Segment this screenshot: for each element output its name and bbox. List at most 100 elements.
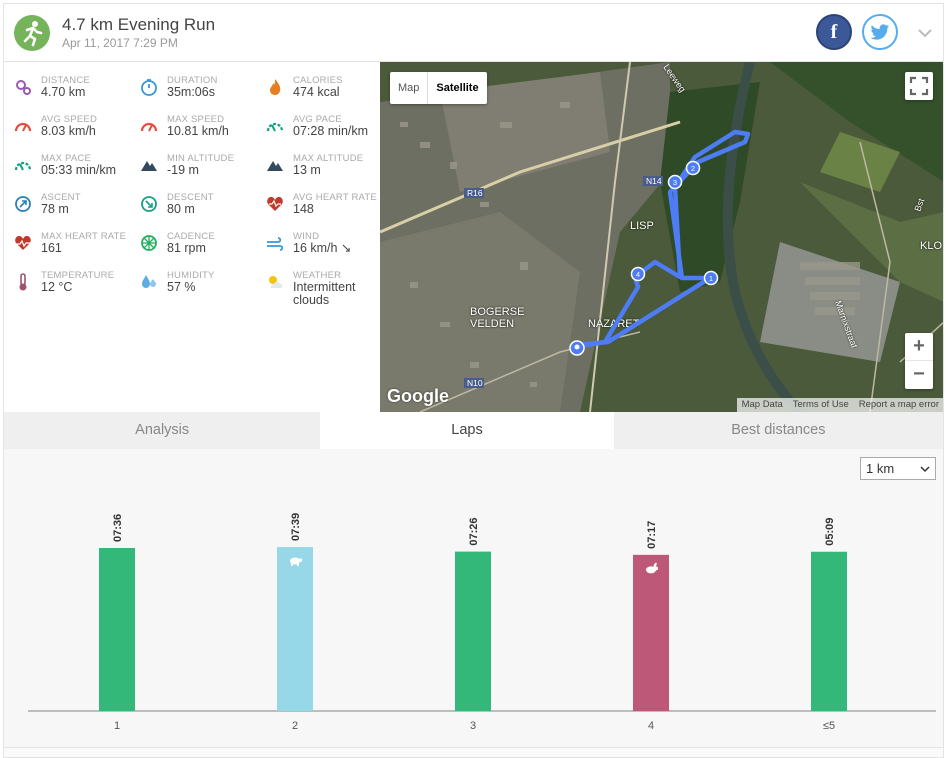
map-attribution: Map Data Terms of Use Report a map error [736,398,943,412]
stat-max-heart-rate: MAX HEART RATE 161 [4,228,130,264]
stat-value: 05:33 min/km [41,163,117,177]
lap-category-label: 4 [648,720,654,732]
lap-marker: 2 [691,164,695,173]
zoom-out-button[interactable]: − [913,363,925,385]
stat-value: 80 m [167,202,195,216]
stat-distance: DISTANCE 4.70 km [4,72,130,108]
start-pin-icon [569,340,585,356]
wheel-icon [141,235,157,251]
heartbeat-icon [15,236,32,250]
place-label: LISP [630,220,654,232]
place-label: Leeweg [661,62,687,94]
lap-bar[interactable] [811,551,847,711]
facebook-share-button[interactable]: f [816,14,852,50]
stat-label: AVG PACE [293,114,342,125]
stat-value: 35m:06s [167,85,215,99]
stat-value: 78 m [41,202,69,216]
stat-label: ASCENT [41,192,81,203]
route-map[interactable]: LISP BOGERSE VELDEN NAZARET KLO Bst Marn… [380,62,943,412]
mountain-icon [267,161,283,171]
stat-value: 4.70 km [41,85,86,99]
route-pin-icon [16,80,31,95]
zoom-controls: + − [905,333,933,389]
map-data-link[interactable]: Map Data [741,399,783,410]
stat-label: CALORIES [293,75,343,86]
twitter-share-button[interactable] [862,14,898,50]
stat-label: DURATION [167,75,218,86]
map-type-toggle: Map Satellite [390,72,487,104]
lap-marker: 4 [636,270,640,279]
map-type-satellite-button[interactable]: Satellite [427,72,486,104]
stat-value: Intermittent clouds [293,280,356,307]
fullscreen-icon [909,76,929,96]
stat-ascent: ASCENT 78 m [4,189,130,225]
stat-label: AVG HEART RATE [293,192,377,203]
facebook-icon: f [830,20,838,43]
thermometer-icon [19,273,27,291]
heart-icon [267,197,283,211]
stat-max-pace: MAX PACE 05:33 min/km [4,150,130,186]
lap-bar[interactable] [633,554,669,711]
split-distance-value: 1 km [866,461,895,476]
flame-icon [270,79,281,95]
compass-up-icon [15,196,31,212]
stat-label: MAX ALTITUDE [293,153,364,164]
stat-label: CADENCE [167,231,215,242]
lap-time-label: 07:17 [646,521,658,549]
cloud-sun-icon [269,276,283,288]
chevron-down-icon[interactable] [916,24,934,42]
lap-bar[interactable] [277,547,313,711]
stat-label: WEATHER [293,270,342,281]
pace-gauge-icon [266,122,284,132]
tab-analysis[interactable]: Analysis [135,422,190,438]
place-label: Marnixstraat [833,299,860,349]
lap-bar[interactable] [455,551,491,711]
speedometer-icon [14,122,32,132]
stat-value: 161 [41,241,62,255]
wind-icon [267,237,284,251]
place-label: BOGERSE [470,306,524,318]
stat-label: AVG SPEED [41,114,98,125]
stat-avg-pace: AVG PACE 07:28 min/km [256,111,382,147]
stat-descent: DESCENT 80 m [130,189,256,225]
road-label: N14 [646,176,662,186]
place-label: VELDEN [470,318,514,330]
stat-label: MAX PACE [41,153,91,164]
stat-max-altitude: MAX ALTITUDE 13 m [256,150,382,186]
laps-bar-chart: 07:36 1 07:39 2 07:26 3 07:17 4 05:09 ≤5 [28,513,936,732]
lap-category-label: 2 [292,720,298,732]
stat-label: MAX SPEED [167,114,225,125]
stat-calories: CALORIES 474 kcal [256,72,382,108]
stat-max-speed: MAX SPEED 10.81 km/h [130,111,256,147]
twitter-icon [870,23,890,40]
mountain-icon [141,161,157,171]
road-label: R16 [467,188,483,198]
stat-min-altitude: MIN ALTITUDE -19 m [130,150,256,186]
report-error-link[interactable]: Report a map error [858,399,939,410]
lap-time-label: 07:26 [468,517,480,545]
place-label: KLO [920,240,942,252]
analysis-tabs: Analysis Laps Best distances [4,412,943,449]
activity-header: 4.7 km Evening Run Apr 11, 2017 7:29 PM … [4,4,943,62]
terms-link[interactable]: Terms of Use [792,399,849,410]
compass-down-icon [141,196,157,212]
stat-label: WIND [293,231,320,242]
stopwatch-icon [141,79,157,96]
stat-avg-speed: AVG SPEED 8.03 km/h [4,111,130,147]
stat-wind: WIND 16 km/h ↘ [256,228,382,264]
lap-bar[interactable] [99,548,135,711]
split-distance-select[interactable]: 1 km [860,457,936,480]
map-type-map-button[interactable]: Map [398,82,420,94]
lap-time-label: 07:39 [290,513,302,541]
stat-value: 07:28 min/km [293,124,369,138]
zoom-in-button[interactable]: + [905,333,933,361]
fullscreen-button[interactable] [905,72,933,100]
place-label: Bst [912,197,926,213]
stat-label: HUMIDITY [167,270,215,281]
lap-time-label: 05:09 [824,518,836,546]
lap-markers: 1 2 3 4 [630,160,719,286]
tab-best-distances[interactable]: Best distances [731,422,826,438]
place-labels: LISP BOGERSE VELDEN NAZARET KLO Bst Marn… [470,62,942,349]
stat-humidity: HUMIDITY 57 % [130,267,256,303]
tab-laps[interactable]: Laps [320,412,614,449]
